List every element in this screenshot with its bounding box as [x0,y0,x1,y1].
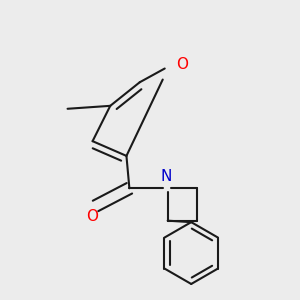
Text: O: O [176,57,188,72]
Text: N: N [160,169,172,184]
Text: O: O [87,209,99,224]
